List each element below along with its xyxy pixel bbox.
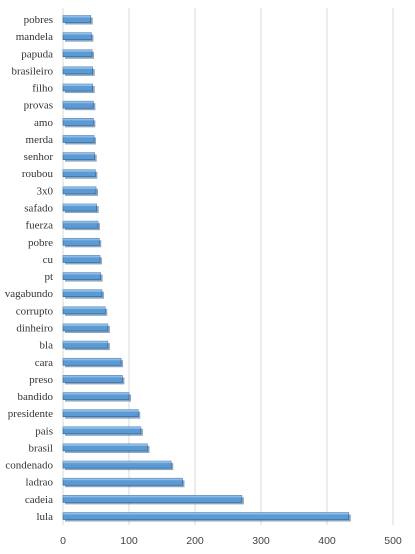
category-label: cadeia <box>25 494 53 506</box>
bar <box>62 49 95 59</box>
x-tick-label: 400 <box>318 535 336 547</box>
bar <box>62 460 174 471</box>
x-tick-labels: 0 100 200 300 400 500 <box>60 535 402 547</box>
category-label: dinheiro <box>16 322 53 334</box>
category-label: cara <box>35 357 53 369</box>
category-label: filho <box>32 83 53 95</box>
category-label: mandela <box>16 31 53 43</box>
bar <box>62 306 108 316</box>
category-label: safado <box>24 203 53 215</box>
bars <box>62 15 351 522</box>
x-tick-label: 200 <box>186 535 204 547</box>
category-label: vagabundo <box>5 288 54 300</box>
bar <box>62 237 102 248</box>
category-label: bandido <box>18 391 54 403</box>
bar <box>62 83 95 94</box>
category-label: pobre <box>28 237 53 249</box>
category-label: 3x0 <box>37 185 54 197</box>
bar <box>62 15 93 25</box>
bar <box>62 375 125 385</box>
bar <box>62 495 244 505</box>
category-label: roubou <box>22 168 54 180</box>
bar <box>62 392 131 402</box>
x-tick-label: 0 <box>60 535 66 547</box>
category-label: cu <box>43 254 54 266</box>
category-label: lula <box>37 511 54 523</box>
bar <box>62 512 351 522</box>
category-label: bla <box>40 340 54 352</box>
x-tick-label: 500 <box>384 535 402 547</box>
bar <box>62 289 104 299</box>
category-label: corrupto <box>16 305 54 317</box>
category-label: pt <box>44 271 53 283</box>
bar <box>62 443 150 453</box>
category-label: brasileiro <box>11 65 53 77</box>
bar <box>62 477 185 488</box>
category-label: senhor <box>24 151 54 163</box>
bar <box>62 220 100 231</box>
category-label: provas <box>24 100 53 112</box>
gridlines <box>62 8 394 525</box>
bar <box>62 323 110 333</box>
category-label: pobres <box>24 14 53 26</box>
bar <box>62 152 97 162</box>
bar <box>62 100 96 111</box>
category-label: amo <box>34 117 53 129</box>
bar <box>62 66 95 76</box>
category-label: preso <box>29 374 53 386</box>
category-label: papuda <box>21 48 53 60</box>
bar <box>62 169 98 179</box>
bar <box>62 118 96 128</box>
bar <box>62 426 143 436</box>
category-labels: lula cadeia ladrao condenado brasil pais presi… <box>5 14 54 523</box>
bar <box>62 186 98 196</box>
category-label: presidente <box>8 408 53 420</box>
bar <box>62 203 99 214</box>
bar <box>62 255 102 265</box>
bar <box>62 135 97 145</box>
category-label: fuerza <box>26 220 54 232</box>
category-label: condenado <box>5 460 53 472</box>
bar <box>62 272 103 282</box>
category-label: merda <box>26 134 54 146</box>
bar <box>62 409 141 419</box>
x-tick-label: 300 <box>252 535 270 547</box>
category-label: brasil <box>29 442 53 454</box>
category-label: ladrao <box>26 477 54 489</box>
bar <box>62 32 94 42</box>
bar <box>62 340 110 351</box>
bar <box>62 357 124 368</box>
category-label: pais <box>35 425 53 437</box>
x-tick-label: 100 <box>120 535 138 547</box>
